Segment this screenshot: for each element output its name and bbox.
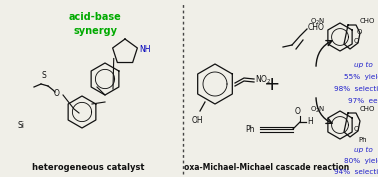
Text: +: + [264, 75, 280, 93]
Text: NO$_2$: NO$_2$ [255, 74, 272, 86]
Text: CHO: CHO [360, 18, 375, 24]
Text: O: O [353, 126, 359, 132]
Text: 98%  selectivity: 98% selectivity [334, 86, 378, 92]
Text: S: S [42, 71, 46, 80]
Text: heterogeneous catalyst: heterogeneous catalyst [32, 162, 144, 172]
Text: O: O [357, 29, 363, 35]
Text: Ph: Ph [245, 124, 255, 133]
Text: NH: NH [139, 44, 150, 53]
Text: O: O [353, 38, 359, 44]
Text: acid-base
synergy: acid-base synergy [69, 12, 121, 36]
Text: CHO: CHO [308, 22, 325, 32]
Text: Si: Si [18, 121, 25, 130]
Text: O$_2$N: O$_2$N [310, 105, 325, 115]
Text: 97%  ee: 97% ee [348, 98, 378, 104]
Text: Ph: Ph [358, 137, 367, 143]
Text: 80%  yield: 80% yield [344, 158, 378, 164]
Text: CHO: CHO [360, 106, 375, 112]
Text: 55%  yield: 55% yield [344, 74, 378, 80]
Text: up to: up to [354, 147, 372, 153]
Text: H: H [307, 118, 313, 127]
Text: 94%  selectivity: 94% selectivity [334, 169, 378, 175]
Text: up to: up to [354, 62, 372, 68]
Text: oxa-Michael-Michael cascade reaction: oxa-Michael-Michael cascade reaction [184, 162, 350, 172]
Text: O$_2$N: O$_2$N [310, 17, 325, 27]
Text: O: O [54, 88, 60, 98]
Text: OH: OH [191, 116, 203, 125]
Text: O: O [295, 107, 301, 116]
